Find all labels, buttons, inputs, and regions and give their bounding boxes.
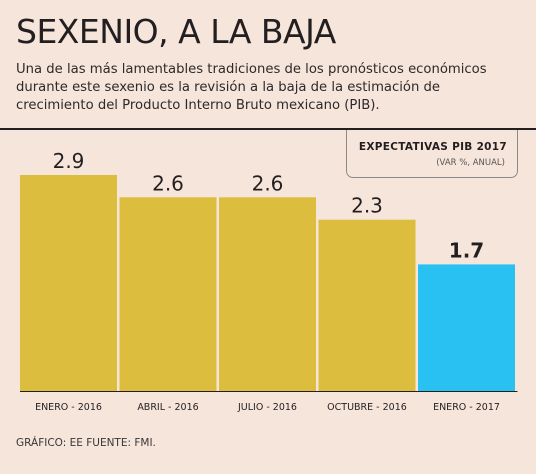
bar-0 [20,175,117,391]
chart-title: SEXENIO, A LA BAJA [16,12,336,51]
category-label-3: OCTUBRE - 2016 [327,402,407,413]
category-label-0: ENERO - 2016 [35,402,102,413]
data-label-4: 1.7 [449,238,484,262]
data-label-3: 2.3 [351,194,383,218]
bar-3 [318,219,416,391]
source-credit: GRÁFICO: EE FUENTE: FMI. [16,437,156,449]
data-label-0: 2.9 [53,149,85,173]
bar-2 [219,197,316,391]
category-label-2: JULIO - 2016 [237,402,297,413]
legend-box: EXPECTATIVAS PIB 2017 (VAR %, ANUAL) [346,130,518,178]
legend-title: EXPECTATIVAS PIB 2017 [358,141,507,153]
category-label-1: ABRIL - 2016 [137,402,198,413]
bar-1 [119,197,217,391]
data-label-1: 2.6 [152,171,184,195]
data-label-2: 2.6 [252,171,284,195]
chart-subtitle: Una de las más lamentables tradiciones d… [16,62,487,113]
bar-chart: 2.9 ENERO - 2016 2.6 ABRIL - 2016 2.6 JULIO -… [20,149,518,413]
header-divider [0,128,536,130]
bar-4 [418,264,515,391]
category-label-4: ENERO - 2017 [433,402,500,413]
legend-subtitle: (VAR %, ANUAL) [436,158,505,168]
